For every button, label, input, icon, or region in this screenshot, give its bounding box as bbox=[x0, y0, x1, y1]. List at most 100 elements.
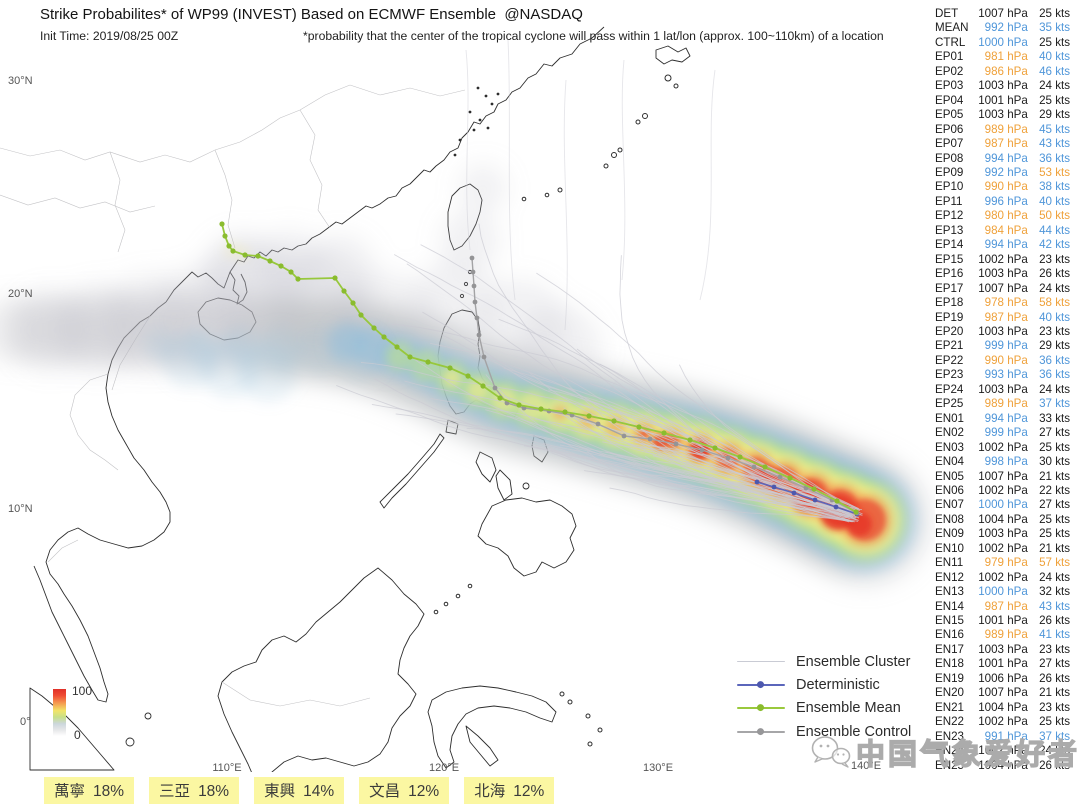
ensemble-member-row: MEAN 992 hPa 35 kts bbox=[935, 21, 1080, 35]
member-pressure: 1004 hPa bbox=[978, 758, 1028, 772]
member-wind: 30 kts bbox=[1039, 455, 1071, 469]
member-id: EN01 bbox=[935, 411, 965, 425]
member-wind: 29 kts bbox=[1039, 339, 1071, 353]
member-wind: 25 kts bbox=[1039, 512, 1071, 526]
member-pressure: 1002 hPa bbox=[978, 541, 1028, 555]
member-wind: 42 kts bbox=[1039, 238, 1071, 252]
member-wind: 36 kts bbox=[1039, 151, 1071, 165]
member-pressure: 1003 hPa bbox=[978, 324, 1028, 338]
member-pressure: 987 hPa bbox=[984, 310, 1028, 324]
legend-line-sample bbox=[737, 704, 785, 712]
ensemble-member-row: EN12 1002 hPa 24 kts bbox=[935, 571, 1080, 585]
member-id: EN11 bbox=[935, 556, 964, 570]
member-pressure: 990 hPa bbox=[984, 180, 1028, 194]
legend-line-sample bbox=[737, 661, 785, 663]
member-pressure: 992 hPa bbox=[984, 165, 1028, 179]
probability-footnote: *probability that the center of the trop… bbox=[303, 29, 884, 43]
member-pressure: 989 hPa bbox=[984, 628, 1028, 642]
member-wind: 27 kts bbox=[1039, 498, 1071, 512]
member-id: EP11 bbox=[935, 194, 963, 208]
member-pressure: 1001 hPa bbox=[978, 93, 1028, 107]
member-pressure: 998 hPa bbox=[984, 455, 1028, 469]
ensemble-member-row: EN08 1004 hPa 25 kts bbox=[935, 513, 1080, 527]
member-id: EP10 bbox=[935, 180, 964, 194]
member-id: EP25 bbox=[935, 397, 964, 411]
member-pressure: 1003 hPa bbox=[978, 267, 1028, 281]
member-id: EN13 bbox=[935, 585, 965, 599]
legend-item: Ensemble Mean bbox=[737, 697, 911, 720]
longitude-tick: 110°E bbox=[212, 762, 242, 774]
member-wind: 29 kts bbox=[1039, 108, 1071, 122]
member-pressure: 1007 hPa bbox=[978, 686, 1028, 700]
city-name: 文昌 bbox=[369, 783, 401, 800]
member-id: EN22 bbox=[935, 715, 965, 729]
member-pressure: 1001 hPa bbox=[978, 614, 1028, 628]
member-id: EP08 bbox=[935, 151, 964, 165]
ensemble-member-row: EP25 989 hPa 37 kts bbox=[935, 397, 1080, 411]
member-pressure: 1000 hPa bbox=[978, 585, 1028, 599]
member-id: EP07 bbox=[935, 137, 964, 151]
member-id: EN10 bbox=[935, 541, 965, 555]
legend-line-sample bbox=[737, 681, 785, 689]
ensemble-member-row: EN15 1001 hPa 26 kts bbox=[935, 614, 1080, 628]
member-wind: 21 kts bbox=[1039, 469, 1071, 483]
member-pressure: 1003 hPa bbox=[978, 79, 1028, 93]
member-wind: 26 kts bbox=[1039, 267, 1071, 281]
member-wind: 25 kts bbox=[1039, 7, 1071, 20]
member-pressure: 978 hPa bbox=[984, 296, 1028, 310]
ensemble-member-row: EN24 1002 hPa 24 kts bbox=[935, 744, 1080, 758]
member-wind: 32 kts bbox=[1039, 585, 1071, 599]
member-id: EP19 bbox=[935, 310, 964, 324]
member-id: EN25 bbox=[935, 758, 965, 772]
ensemble-member-row: EP11 996 hPa 40 kts bbox=[935, 195, 1080, 209]
member-wind: 36 kts bbox=[1039, 368, 1071, 382]
ensemble-member-row: EP04 1001 hPa 25 kts bbox=[935, 94, 1080, 108]
member-pressure: 1000 hPa bbox=[978, 35, 1028, 49]
member-pressure: 1003 hPa bbox=[978, 382, 1028, 396]
member-pressure: 1006 hPa bbox=[978, 671, 1028, 685]
city-probability-chip: 文昌 12% bbox=[359, 777, 450, 804]
member-pressure: 994 hPa bbox=[984, 411, 1028, 425]
member-wind: 26 kts bbox=[1039, 671, 1071, 685]
ensemble-member-row: EP13 984 hPa 44 kts bbox=[935, 224, 1080, 238]
member-wind: 50 kts bbox=[1039, 209, 1071, 223]
ensemble-member-row: EN22 1002 hPa 25 kts bbox=[935, 715, 1080, 729]
city-name: 三亞 bbox=[159, 783, 191, 800]
ensemble-member-row: EN09 1003 hPa 25 kts bbox=[935, 527, 1080, 541]
ensemble-member-row: EN21 1004 hPa 23 kts bbox=[935, 701, 1080, 715]
ensemble-member-row: EN05 1007 hPa 21 kts bbox=[935, 470, 1080, 484]
ensemble-member-row: EN19 1006 hPa 26 kts bbox=[935, 672, 1080, 686]
member-wind: 58 kts bbox=[1039, 296, 1071, 310]
member-wind: 26 kts bbox=[1039, 758, 1071, 772]
member-pressure: 999 hPa bbox=[984, 339, 1028, 353]
member-id: EP03 bbox=[935, 79, 964, 93]
ensemble-member-row: EP03 1003 hPa 24 kts bbox=[935, 79, 1080, 93]
legend-item: Deterministic bbox=[737, 673, 911, 696]
ensemble-member-row: EN14 987 hPa 43 kts bbox=[935, 600, 1080, 614]
longitude-tick: 130°E bbox=[642, 762, 674, 774]
ensemble-member-row: EN23 991 hPa 37 kts bbox=[935, 730, 1080, 744]
ensemble-member-row: EP05 1003 hPa 29 kts bbox=[935, 108, 1080, 122]
member-pressure: 987 hPa bbox=[984, 599, 1028, 613]
member-id: EP20 bbox=[935, 324, 964, 338]
watermark: 中国气象爱好者 bbox=[810, 731, 1080, 773]
ensemble-member-row: EP10 990 hPa 38 kts bbox=[935, 180, 1080, 194]
member-wind: 23 kts bbox=[1039, 324, 1071, 338]
member-id: EP05 bbox=[935, 108, 964, 122]
member-wind: 23 kts bbox=[1039, 252, 1071, 266]
member-pressure: 994 hPa bbox=[984, 151, 1028, 165]
member-id: EN20 bbox=[935, 686, 965, 700]
city-name: 北海 bbox=[474, 783, 506, 800]
member-id: EP18 bbox=[935, 296, 964, 310]
city-name: 東興 bbox=[264, 783, 296, 800]
ensemble-mean-track bbox=[219, 221, 859, 515]
city-probability: 12% bbox=[513, 783, 545, 800]
city-probability: 14% bbox=[303, 783, 335, 800]
member-id: EP12 bbox=[935, 209, 964, 223]
latitude-tick: 30°N bbox=[8, 75, 33, 87]
member-wind: 45 kts bbox=[1039, 122, 1071, 136]
member-pressure: 1002 hPa bbox=[978, 570, 1028, 584]
member-id: EN03 bbox=[935, 440, 965, 454]
member-wind: 37 kts bbox=[1039, 729, 1071, 743]
member-id: EN21 bbox=[935, 700, 965, 714]
